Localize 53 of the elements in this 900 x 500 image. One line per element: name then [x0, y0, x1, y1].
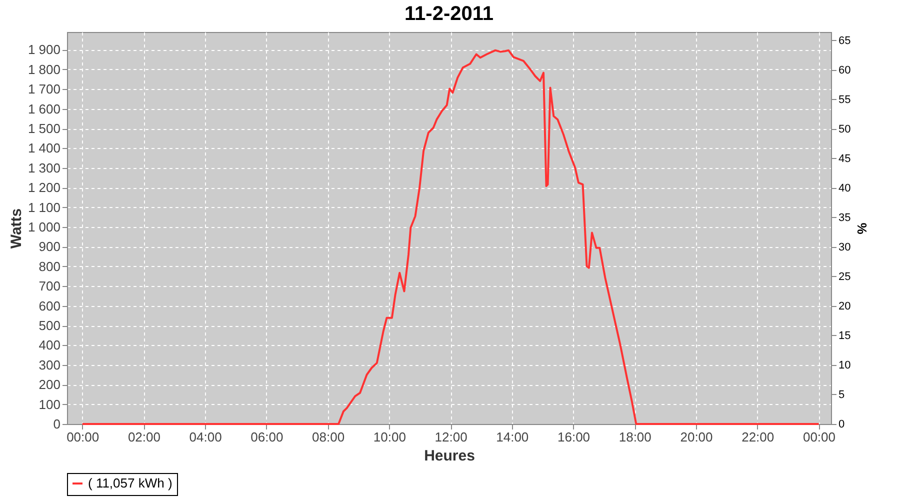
- y-tick-label: 800: [38, 258, 60, 274]
- y2-axis-title: %: [854, 222, 870, 235]
- y-tick-label: 700: [38, 278, 60, 294]
- y-tick-label: 100: [38, 396, 60, 412]
- y-axis-title: Watts: [8, 208, 25, 249]
- y2-tick-label: 35: [838, 212, 851, 224]
- y-tick-label: 1 600: [28, 101, 60, 116]
- y-tick-label: 600: [38, 298, 60, 314]
- x-tick-label: 18:00: [618, 430, 652, 444]
- x-tick-label: 20:00: [680, 430, 713, 444]
- x-tick-label: 16:00: [557, 430, 590, 444]
- y2-tick-label: 15: [838, 330, 851, 342]
- y-tick-label: 1 900: [28, 42, 60, 58]
- chart-title: 11-2-2011: [404, 3, 494, 25]
- y2-tick-label: 10: [838, 359, 851, 372]
- y-tick-label: 1 100: [28, 200, 60, 215]
- y2-tick-label: 25: [838, 270, 851, 283]
- x-tick-label: 00:00: [802, 430, 836, 444]
- y2-tick-label: 45: [838, 152, 851, 165]
- y-tick-label: 1 700: [28, 82, 60, 97]
- line-series: [81, 49, 820, 425]
- x-tick-label: 08:00: [312, 430, 345, 444]
- x-tick-label: 22:00: [742, 430, 774, 444]
- y-tick-label: 300: [38, 357, 60, 372]
- y2-tick-label: 0: [838, 418, 845, 430]
- y2-tick-label: 20: [838, 300, 851, 312]
- y-tick-label: 0: [53, 416, 60, 432]
- y-tick-label: 500: [38, 318, 60, 334]
- y2-tick-label: 65: [838, 34, 851, 47]
- x-tick-label: 00:00: [66, 430, 100, 444]
- y-tick-label: 400: [38, 338, 60, 353]
- y-tick-label: 1 000: [28, 220, 60, 235]
- x-tick-label: 12:00: [434, 430, 468, 444]
- y-tick-label: 1 400: [28, 140, 60, 156]
- y2-tick-label: 55: [838, 94, 851, 106]
- y2-tick-label: 40: [838, 182, 851, 194]
- y2-tick-label: 30: [838, 241, 851, 254]
- y-tick-label: 200: [38, 377, 60, 392]
- y2-tick-label: 5: [838, 388, 845, 401]
- y-tick-label: 1 300: [28, 160, 60, 176]
- x-axis-title: Heures: [424, 448, 475, 464]
- x-tick-label: 04:00: [189, 430, 222, 444]
- x-tick-label: 10:00: [373, 430, 406, 444]
- y2-tick-label: 60: [838, 64, 851, 76]
- x-tick-label: 14:00: [496, 430, 529, 444]
- y-tick-label: 1 800: [28, 62, 60, 77]
- y-tick-label: 1 200: [28, 180, 60, 196]
- x-tick-label: 02:00: [128, 430, 160, 444]
- y-tick-label: 900: [38, 239, 60, 254]
- legend-label: ( 11,057 kWh ): [88, 476, 172, 490]
- y2-tick-label: 50: [838, 123, 851, 136]
- y-tick-label: 1 500: [28, 121, 60, 136]
- x-tick-label: 06:00: [250, 430, 284, 444]
